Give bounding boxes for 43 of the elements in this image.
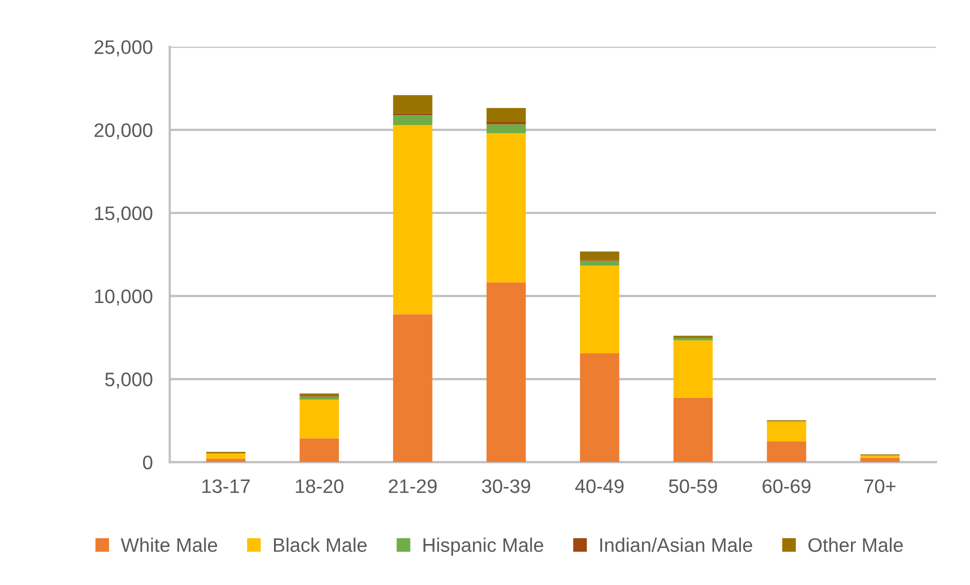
bar (300, 396, 339, 400)
bar (860, 458, 900, 462)
x-tick-label: 50-59 (668, 479, 718, 494)
bar (206, 458, 246, 462)
bar (673, 340, 713, 398)
bar (486, 108, 526, 122)
bar (486, 133, 526, 282)
bar (580, 353, 620, 462)
y-tick-label: 15,000 (95, 206, 152, 222)
legend-label: Indian/Asian Male (600, 538, 752, 552)
bar (673, 398, 713, 462)
bar (486, 124, 526, 134)
y-tick-label: 5,000 (105, 372, 152, 389)
bar (766, 421, 806, 442)
bar (206, 454, 246, 459)
bar (393, 95, 432, 114)
x-tick-label: 18-20 (296, 479, 344, 494)
legend-label: Other Male (808, 538, 903, 552)
x-tick-label: 40-49 (575, 479, 624, 494)
y-tick-label: 10,000 (95, 289, 152, 306)
bar (300, 438, 339, 462)
bar (580, 266, 620, 354)
legend-label: Hispanic Male (424, 538, 544, 556)
x-tick-label: 13-17 (202, 479, 250, 494)
bar (766, 442, 806, 462)
bar (393, 125, 432, 314)
legend-label: Black Male (274, 538, 367, 552)
bar (393, 115, 432, 126)
x-tick-label: 30-39 (482, 479, 530, 494)
y-tick-label: 20,000 (94, 123, 152, 140)
y-tick-label: 25,000 (94, 40, 152, 56)
y-tick-label: 0 (143, 456, 152, 470)
x-tick-label: 70+ (864, 479, 896, 494)
bar (580, 260, 620, 266)
x-tick-label: 21-29 (388, 479, 437, 494)
bar (580, 251, 620, 260)
bar (300, 400, 339, 438)
bar (300, 394, 339, 396)
bar (393, 314, 432, 462)
bar (673, 338, 713, 340)
x-tick-label: 60-69 (762, 479, 810, 494)
legend-label: White Male (120, 538, 218, 552)
bar (486, 282, 526, 462)
